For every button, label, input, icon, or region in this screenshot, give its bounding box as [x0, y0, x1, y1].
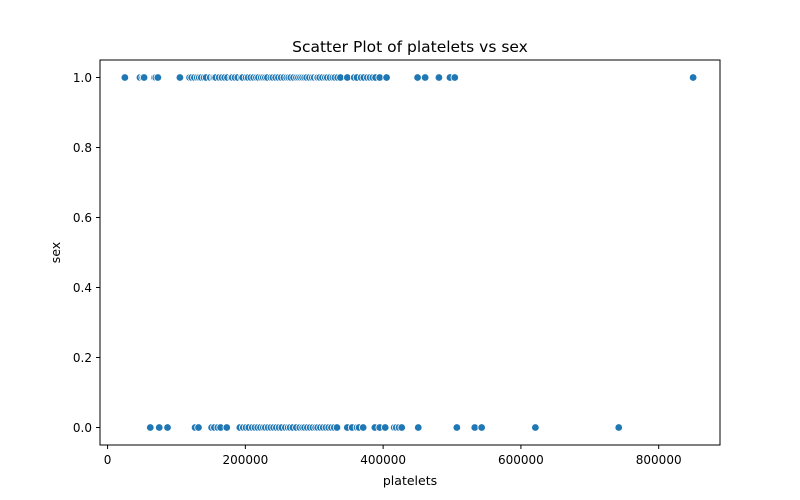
- scatter-point: [688, 73, 698, 82]
- y-axis-ticks: 0.0 0.2 0.4 0.6 0.8 1.0: [73, 71, 100, 435]
- plot-area-frame: [99, 59, 721, 446]
- y-axis-label: sex: [48, 242, 63, 263]
- scatter-point: [375, 73, 384, 82]
- scatter-point: [332, 423, 342, 432]
- scatter-point: [414, 423, 423, 432]
- scatter-point: [139, 73, 149, 82]
- scatter-point: [434, 73, 444, 82]
- scatter-point: [222, 423, 231, 432]
- x-tick-label: 800000: [636, 453, 682, 467]
- scatter-point: [614, 423, 623, 432]
- x-tick-label: 400000: [360, 453, 406, 467]
- y-tick-label: 0.2: [73, 351, 92, 365]
- scatter-point: [420, 73, 430, 82]
- y-tick-label: 0.0: [73, 421, 92, 435]
- scatter-point: [155, 423, 164, 432]
- scatter-point: [358, 423, 368, 432]
- scatter-point: [470, 423, 479, 432]
- x-tick-label: 0: [104, 453, 112, 467]
- x-tick-label: 200000: [222, 453, 268, 467]
- scatter-point: [413, 73, 422, 82]
- scatter-point: [452, 423, 462, 432]
- y-tick-label: 0.4: [73, 281, 92, 295]
- scatter-point: [531, 423, 540, 432]
- chart-title: Scatter Plot of platelets vs sex: [292, 38, 528, 56]
- scatter-point: [343, 73, 352, 82]
- x-tick-label: 600000: [498, 453, 544, 467]
- scatter-point: [153, 73, 163, 82]
- scatter-point: [163, 423, 172, 432]
- y-tick-label: 0.6: [73, 211, 92, 225]
- data-points: [120, 73, 698, 432]
- scatter-point: [477, 423, 486, 432]
- scatter-point: [194, 423, 203, 432]
- scatter-point: [175, 73, 185, 82]
- x-axis-label: platelets: [383, 473, 437, 488]
- scatter-point: [382, 73, 391, 82]
- scatter-point: [120, 73, 130, 82]
- x-axis-ticks: 0 200000 400000 600000 800000: [104, 445, 682, 467]
- scatter-point: [336, 73, 345, 82]
- y-tick-label: 0.8: [73, 141, 92, 155]
- scatter-point: [450, 73, 459, 82]
- scatter-point: [397, 423, 406, 432]
- scatter-point: [381, 423, 390, 432]
- scatter-point: [146, 423, 155, 432]
- y-tick-label: 1.0: [73, 71, 92, 85]
